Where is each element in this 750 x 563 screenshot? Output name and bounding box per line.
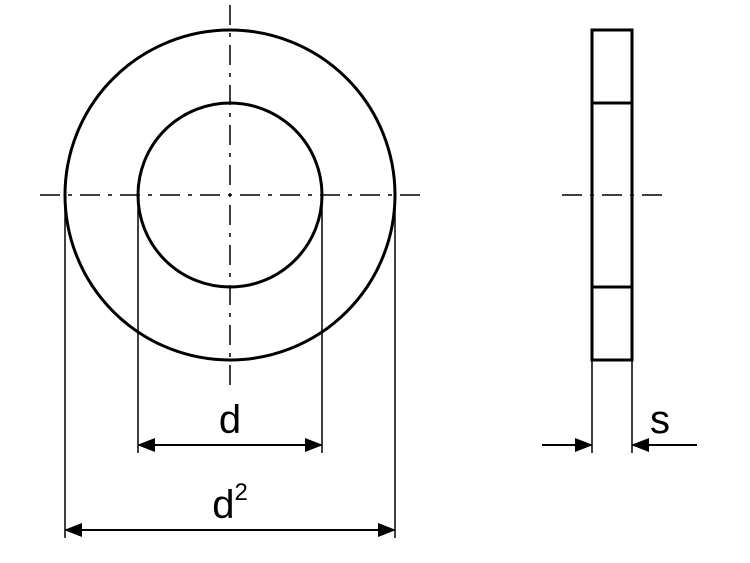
side-view (562, 30, 662, 360)
washer-diagram: d d2 s (0, 0, 750, 563)
front-view (40, 5, 420, 385)
dimension-d: d (138, 398, 322, 445)
dimension-d2: d2 (65, 479, 395, 530)
label-d2: d2 (212, 479, 248, 527)
extension-lines (65, 195, 632, 538)
label-s: s (650, 398, 670, 442)
dimension-s: s (542, 398, 697, 445)
label-d: d (219, 398, 241, 442)
